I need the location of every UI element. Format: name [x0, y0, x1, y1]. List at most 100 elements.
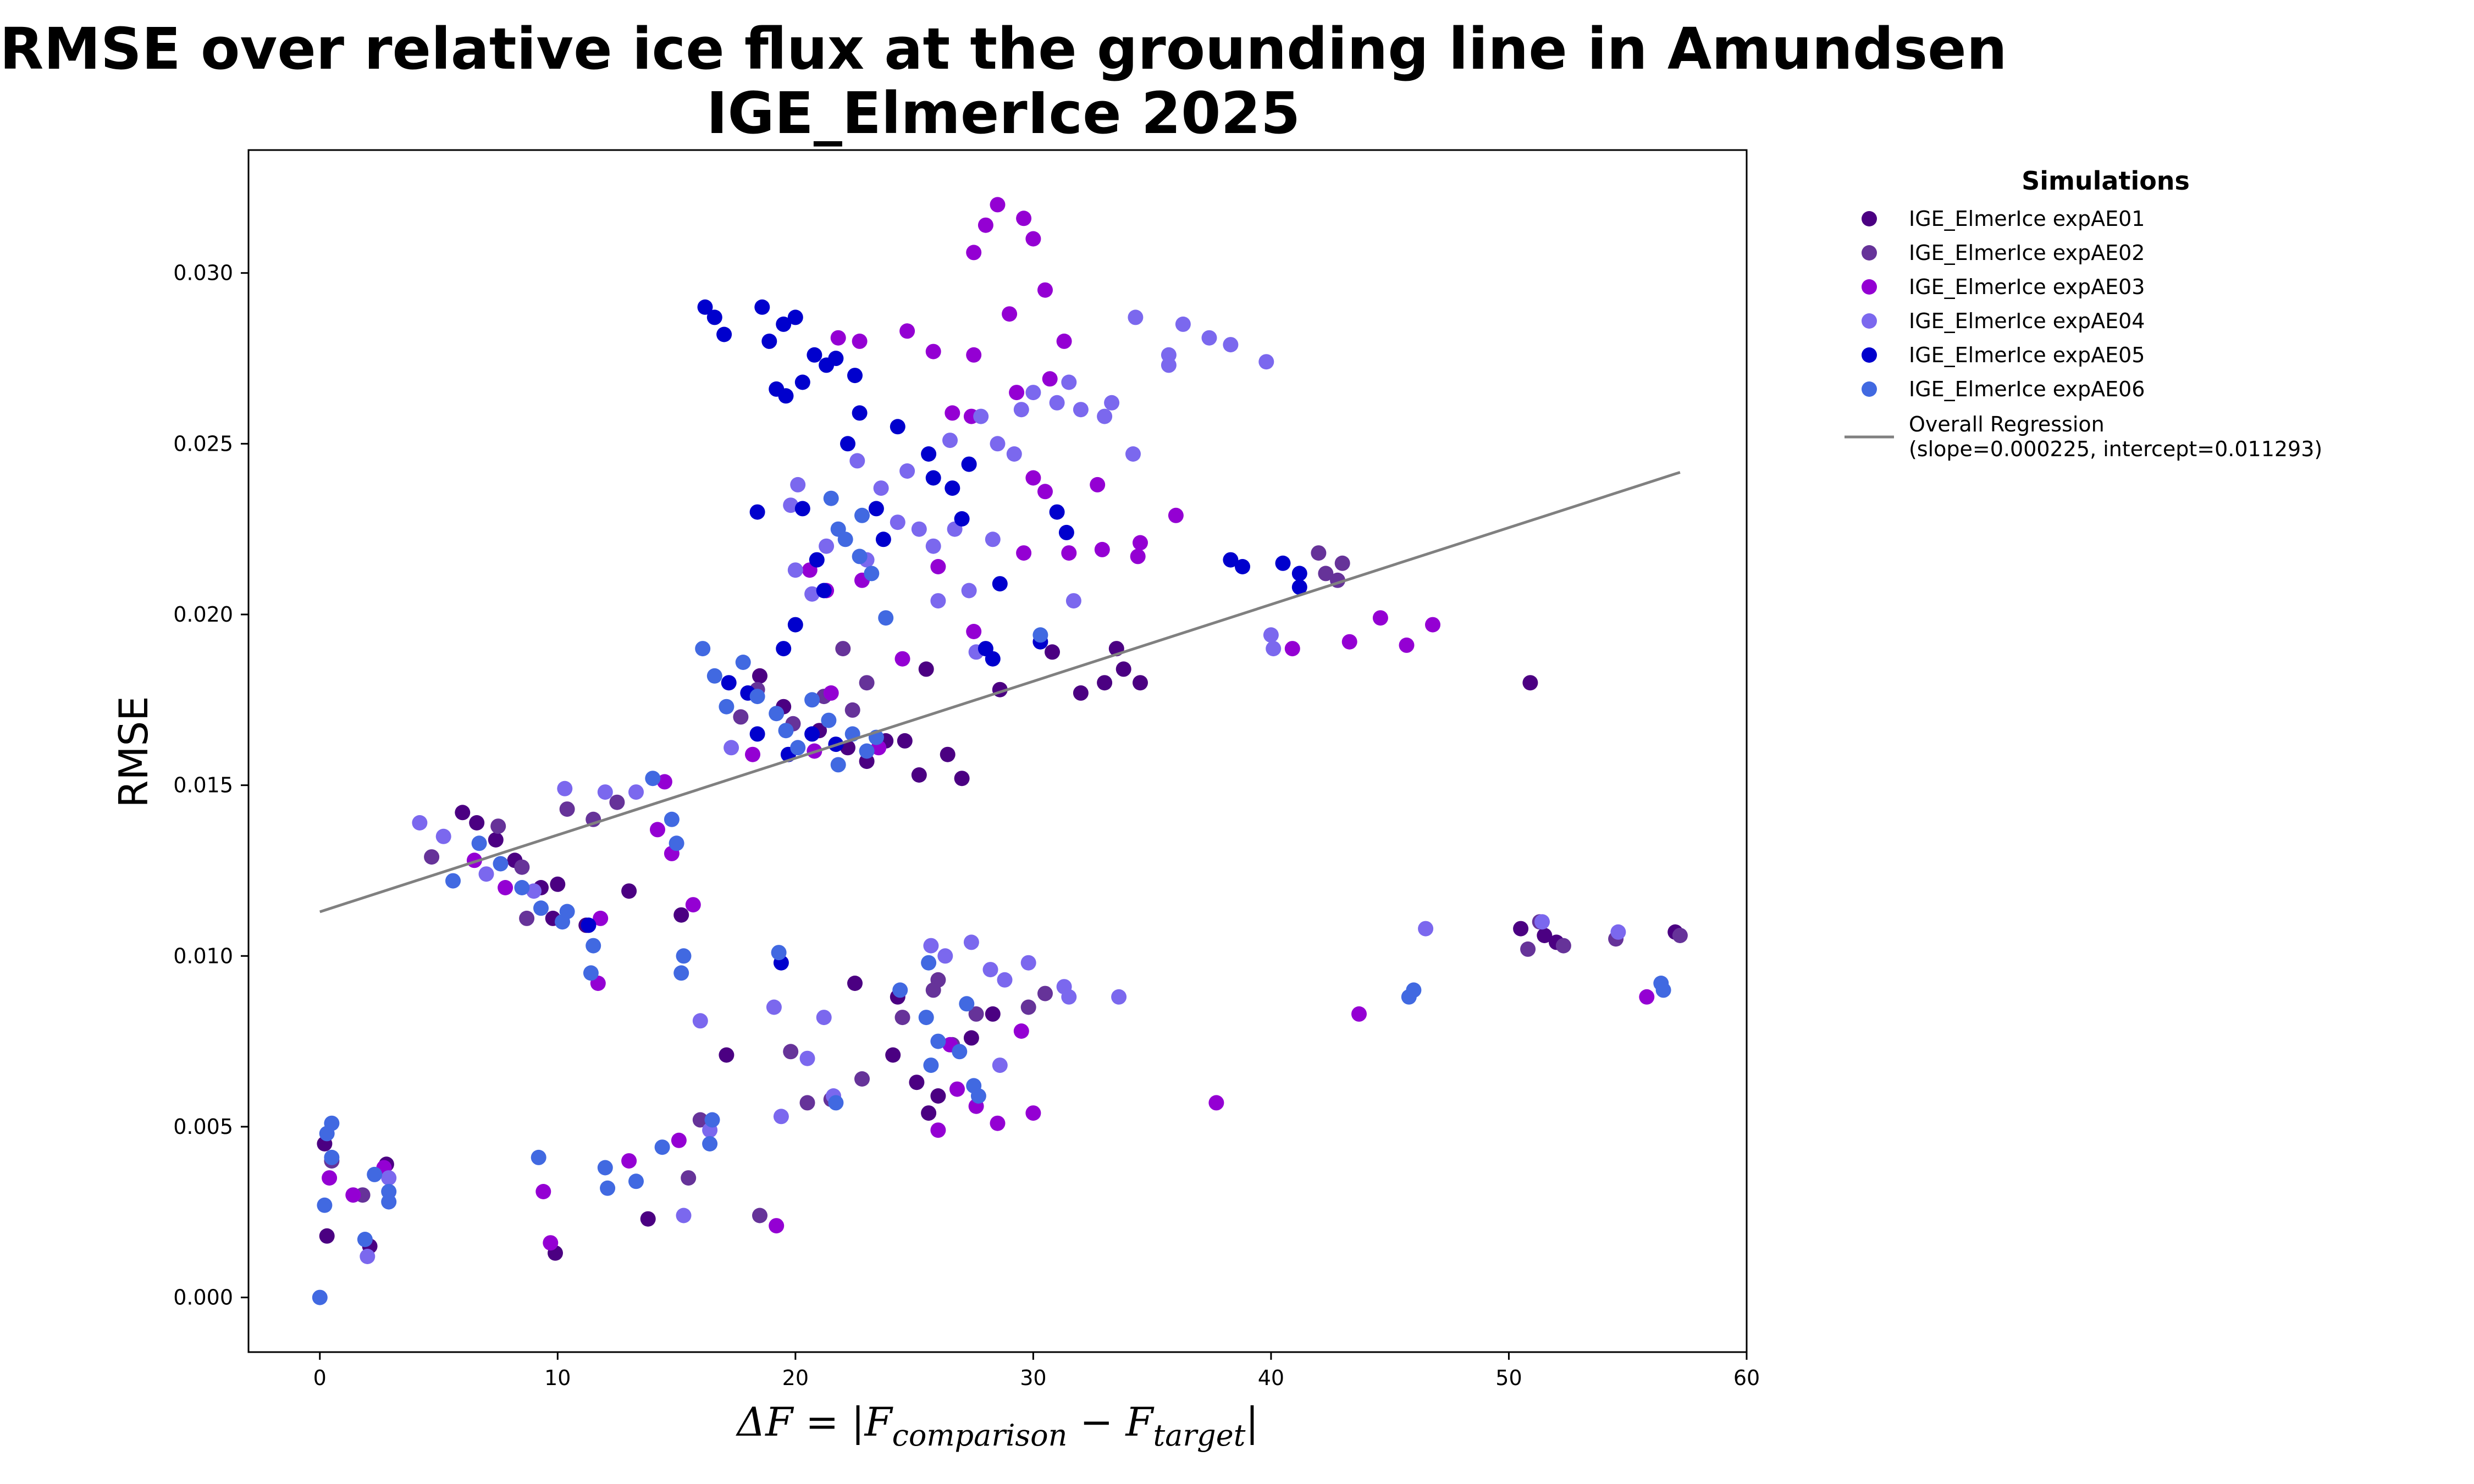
- data-point-s4-17: [804, 586, 820, 602]
- data-point-s1-27: [847, 976, 863, 991]
- data-point-s5-37: [985, 651, 1001, 667]
- data-point-s6-40: [859, 743, 875, 759]
- data-point-s4-10: [692, 1013, 708, 1029]
- data-point-s5-18: [925, 470, 941, 486]
- data-point-s3-35: [1016, 211, 1032, 226]
- data-point-s6-19: [597, 1160, 613, 1176]
- data-point-s2-9: [681, 1170, 697, 1186]
- data-point-s1-22: [897, 733, 913, 749]
- data-point-s6-21: [628, 1173, 644, 1189]
- data-point-s3-32: [990, 197, 1006, 213]
- data-point-s2-38: [925, 982, 941, 998]
- data-point-s4-33: [1025, 385, 1041, 401]
- x-axis-ticks: 0 10 20 30 40 50 60: [313, 1352, 1760, 1390]
- y-tick-label-1: 0.005: [173, 1115, 233, 1139]
- data-point-s6-10: [471, 835, 487, 851]
- data-point-s3-26: [930, 559, 946, 574]
- data-point-s4-61: [1020, 955, 1036, 971]
- data-point-s6-59: [923, 1057, 939, 1073]
- data-point-s4-56: [923, 938, 939, 954]
- data-point-s4-12: [724, 740, 739, 756]
- data-point-s3-29: [966, 347, 982, 363]
- data-point-s6-55: [952, 1044, 968, 1060]
- data-point-s5-13: [847, 368, 863, 384]
- data-point-s6-12: [514, 880, 530, 895]
- data-point-s2-18: [859, 675, 875, 691]
- legend-swatch-6: [1862, 381, 1877, 397]
- data-point-s6-26: [669, 835, 684, 851]
- x-tick-label-3: 30: [1020, 1366, 1046, 1390]
- data-point-s2-16: [835, 641, 851, 657]
- x-tick-label-5: 50: [1495, 1366, 1522, 1390]
- data-point-s1-15: [673, 907, 689, 923]
- data-point-s3-8: [593, 910, 609, 926]
- data-point-s6-56: [959, 996, 975, 1012]
- data-point-s6-58: [970, 1088, 986, 1104]
- data-point-s5-1: [706, 309, 722, 325]
- data-point-s4-67: [1534, 914, 1550, 930]
- data-point-s6-65: [892, 982, 908, 998]
- data-point-s1-6: [488, 832, 504, 848]
- data-point-s3-56: [930, 1122, 946, 1138]
- data-point-s4-54: [816, 1010, 832, 1026]
- data-point-s5-42: [1235, 559, 1250, 574]
- data-point-s4-38: [1049, 395, 1065, 411]
- data-point-s4-15: [790, 477, 806, 492]
- data-point-s5-39: [1049, 504, 1065, 520]
- data-point-s4-7: [597, 784, 613, 800]
- x-tick-label-2: 20: [782, 1366, 809, 1390]
- data-point-s4-68: [992, 1057, 1008, 1073]
- data-point-s4-24: [911, 521, 927, 537]
- data-point-s6-0: [312, 1289, 328, 1305]
- x-axis-label-sub1: comparison: [892, 1418, 1068, 1453]
- data-point-s1-4: [455, 805, 471, 821]
- data-point-s3-40: [1061, 545, 1077, 561]
- data-point-s3-34: [1009, 385, 1025, 401]
- data-point-s2-4: [514, 859, 530, 875]
- data-point-s6-45: [852, 549, 868, 564]
- data-point-s4-35: [985, 531, 1001, 547]
- data-point-s3-21: [852, 333, 868, 349]
- data-point-s4-0: [360, 1249, 375, 1264]
- legend-swatch-2: [1862, 245, 1877, 261]
- data-point-s5-25: [787, 617, 803, 633]
- data-point-s6-27: [645, 771, 661, 787]
- legend-label-2: IGE_ElmerIce expAE02: [1909, 241, 2145, 265]
- chart-title: RMSE over relative ice flux at the groun…: [0, 15, 2007, 147]
- data-point-s3-38: [1056, 333, 1072, 349]
- data-points: [312, 197, 1688, 1305]
- data-point-s3-10: [650, 822, 665, 838]
- data-point-s5-41: [1223, 552, 1239, 568]
- data-point-s4-6: [557, 780, 573, 796]
- data-point-s5-19: [945, 480, 960, 496]
- data-point-s4-19: [849, 453, 865, 469]
- data-point-s2-8: [609, 794, 625, 810]
- data-point-s4-22: [890, 514, 905, 530]
- chart-title-line1: RMSE over relative ice flux at the groun…: [0, 15, 2007, 82]
- legend-swatch-1: [1862, 211, 1877, 226]
- data-point-s4-5: [526, 883, 542, 899]
- data-point-s6-34: [778, 723, 794, 739]
- data-point-s6-44: [837, 531, 853, 547]
- data-point-s1-43: [1537, 928, 1553, 943]
- data-point-s5-22: [794, 501, 810, 517]
- x-tick-label-4: 40: [1258, 1366, 1284, 1390]
- data-point-s3-47: [1168, 507, 1184, 523]
- data-point-s6-1: [317, 1197, 333, 1213]
- data-point-s3-1: [345, 1187, 361, 1203]
- x-axis-label-mid: − F: [1067, 1399, 1155, 1445]
- data-point-s5-0: [697, 299, 713, 315]
- data-point-s3-9: [621, 1153, 637, 1169]
- data-point-s6-50: [704, 1112, 720, 1128]
- data-point-s5-10: [807, 347, 822, 363]
- data-point-s2-28: [1311, 545, 1327, 561]
- data-point-s1-30: [921, 1105, 937, 1121]
- legend-regression-params: (slope=0.000225, intercept=0.011293): [1909, 437, 2322, 461]
- data-point-s4-16: [787, 562, 803, 578]
- data-point-s2-2: [424, 849, 440, 865]
- data-point-s3-27: [945, 405, 960, 421]
- data-point-s6-9: [445, 873, 461, 889]
- data-point-s3-58: [1284, 641, 1300, 657]
- data-point-s5-4: [761, 333, 777, 349]
- data-point-s3-5: [535, 1184, 551, 1199]
